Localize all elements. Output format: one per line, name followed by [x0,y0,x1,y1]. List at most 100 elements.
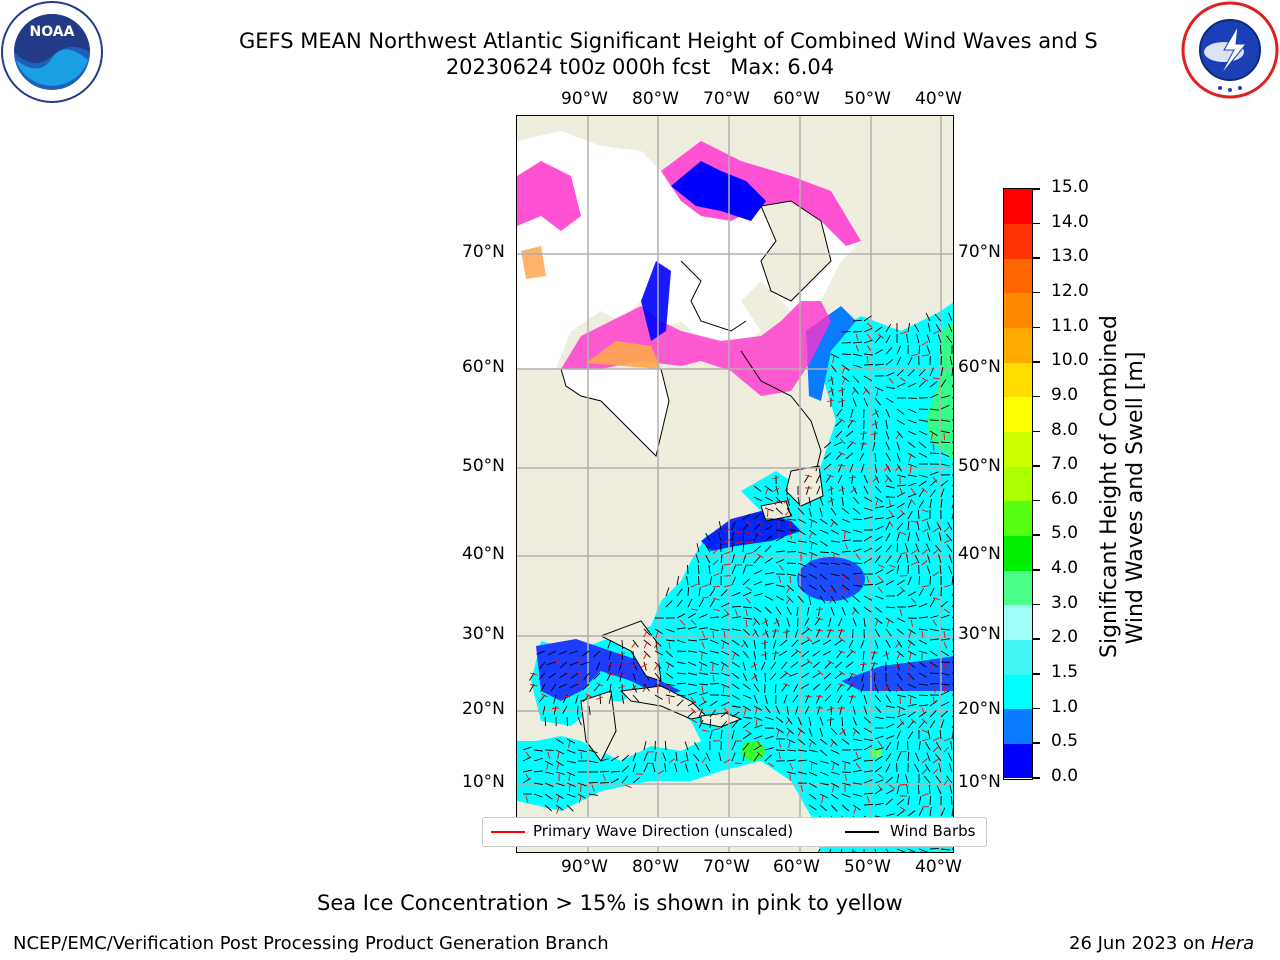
wind-barb [819,540,828,547]
wind-barb [790,650,799,658]
wind-barb [684,763,689,773]
wave-direction-arrow [910,561,918,566]
wave-direction-arrow [855,751,859,759]
wind-barb [926,565,931,575]
wind-barb [918,575,921,586]
wave-direction-arrow [932,696,936,704]
wind-barb [896,672,903,681]
wind-barb [786,749,796,752]
wave-direction-arrow [643,630,648,638]
wave-direction-arrow [883,685,890,692]
wind-barb [720,589,728,597]
wind-barb [834,661,843,669]
lat-label: 50°N [462,456,505,476]
wave-direction-arrow [722,641,725,649]
wind-barb [731,683,740,690]
wind-barb [940,379,947,388]
wind-barb [940,404,950,410]
wind-barb [676,682,687,685]
wind-barb [786,496,790,506]
wind-barb [951,807,953,817]
wave-direction-arrow [932,737,940,742]
wave-direction-arrow [761,619,769,625]
wind-barb [544,782,554,788]
wind-barb [797,584,805,592]
wind-barb [652,763,656,773]
higher-wave-zone [870,748,882,758]
wave-direction-arrow [882,652,890,657]
wind-barb [841,716,844,727]
wave-direction-arrow [943,526,950,533]
wind-barb [804,705,810,715]
wind-barb [949,356,953,366]
wind-barb [951,512,953,520]
wind-barb [874,755,883,762]
wind-barb [926,334,931,344]
wind-barb [885,485,895,489]
wind-barb [852,496,860,505]
wind-barb [608,650,612,660]
wind-barb [852,397,857,407]
wind-barb [753,569,763,575]
wind-barb [764,525,774,531]
wind-barb [753,496,763,502]
wind-barb [914,554,920,564]
wind-barb [742,683,751,690]
wave-direction-arrow [630,685,637,691]
wind-barb [929,452,940,455]
colorbar-segment [1004,743,1032,779]
wind-barb [863,694,868,704]
wind-barb [906,554,909,564]
wind-barb [896,474,906,478]
wind-barb [929,661,938,668]
wave-direction-arrow [722,685,725,693]
wind-barb [621,754,630,762]
colorbar-tick-label: 4.0 [1051,558,1079,579]
wind-barb [907,751,910,762]
wind-barb [786,771,796,775]
wind-barb [835,419,843,427]
wind-barb [852,782,862,785]
wind-barb [917,509,920,520]
wave-direction-arrow [654,641,659,649]
wind-barb [852,769,862,773]
wind-barb [566,804,574,812]
wave-direction-arrow [546,762,549,770]
wind-barb [819,738,828,745]
lat-label: 70°N [462,242,505,262]
wind-barb [654,752,657,762]
wind-barb [775,485,779,495]
wind-barb [885,753,892,762]
colorbar-tick-label: 15.0 [1051,177,1089,197]
wave-direction-arrow [723,528,731,533]
wind-barb [608,661,612,671]
wave-direction-arrow [910,465,912,474]
wind-barb [885,346,893,355]
wind-barb [705,554,711,564]
wind-barb [665,672,674,679]
colorbar-segment [1004,431,1032,467]
wind-barb [808,749,818,753]
wave-direction-arrow [930,432,934,440]
wind-barb [544,804,553,812]
wave-direction-arrow [921,768,928,775]
wind-barb [863,705,868,715]
wind-barb [836,408,843,417]
wind-barb [940,367,944,377]
wind-barb [731,730,735,740]
wave-direction-arrow [849,649,857,654]
wave-direction-arrow [910,353,918,357]
wind-barb [918,848,928,852]
wind-barb [731,752,736,762]
wind-barb [742,661,747,671]
wind-barb [918,344,921,355]
wind-barb [885,521,891,531]
wind-barb [850,408,854,418]
colorbar-tick-mark [1033,361,1040,363]
footer-date-text: 26 Jun 2023 on [1069,933,1212,954]
wind-barb [779,672,788,680]
wind-barb [940,600,949,608]
wind-barb [896,502,905,509]
lon-label: 80°W [632,89,679,109]
wave-direction-arrow [855,762,861,769]
